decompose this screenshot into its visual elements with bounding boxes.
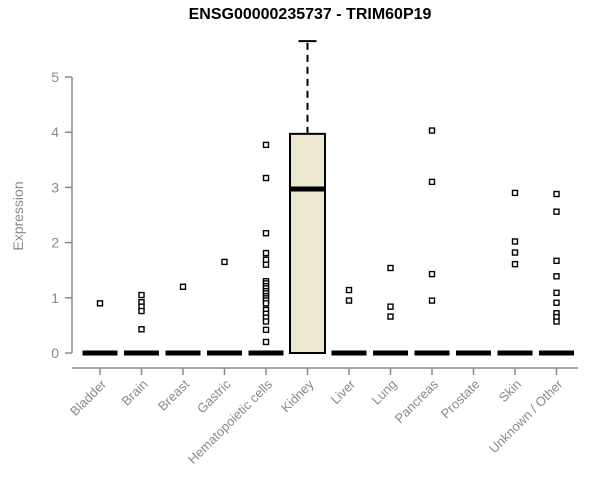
outlier-point-unknown-other [553,208,560,215]
outlier-point-hematopoietic-cells [262,249,270,257]
outlier-point-breast [179,283,187,290]
x-category-label-bladder: Bladder [67,376,110,419]
outlier-point-skin [511,238,519,245]
x-category-label-brain: Brain [119,377,151,409]
outlier-point-pancreas [428,297,436,304]
outlier-point-skin [511,249,519,256]
outlier-point-hematopoietic-cells [262,256,270,263]
y-tick-label: 1 [51,290,59,306]
outlier-point-liver [345,297,353,304]
y-tick-label: 3 [51,179,59,195]
outlier-point-pancreas [428,127,436,134]
y-axis-label: Expression [10,181,26,251]
outlier-point-gastric [221,258,228,266]
x-category-label-kidney: Kidney [278,376,317,415]
outlier-point-hematopoietic-cells [262,338,270,346]
outlier-point-skin [511,260,519,268]
x-category-label-lung: Lung [369,377,400,408]
outlier-point-pancreas [428,270,436,278]
chart-title: ENSG00000235737 - TRIM60P19 [188,6,432,23]
outlier-point-hematopoietic-cells [262,326,270,334]
x-category-label-unknown-other: Unknown / Other [486,376,566,456]
outlier-point-liver [345,286,353,294]
x-category-label-liver: Liver [328,376,359,407]
outlier-point-bladder [96,300,104,307]
outlier-point-unknown-other [553,273,560,280]
x-category-label-breast: Breast [155,376,192,413]
x-category-label-skin: Skin [496,377,524,405]
y-tick-label: 2 [51,235,59,251]
outlier-point-hematopoietic-cells [262,174,270,182]
x-category-label-pancreas: Pancreas [392,376,442,426]
outlier-point-pancreas [428,178,436,186]
outlier-point-lung [387,313,394,320]
outlier-point-hematopoietic-cells [262,318,270,325]
y-tick-label: 4 [51,124,59,140]
outlier-point-unknown-other [553,318,560,325]
outlier-point-hematopoietic-cells [262,230,270,237]
y-tick-label: 5 [51,69,59,85]
outlier-point-lung [387,264,394,272]
outlier-point-lung [387,303,394,310]
outlier-point-unknown-other [553,299,560,306]
box-kidney [289,132,326,354]
outlier-point-hematopoietic-cells [262,141,270,149]
outlier-point-brain [138,326,145,333]
outlier-point-unknown-other [553,257,560,265]
outlier-point-hematopoietic-cells [262,300,270,307]
outlier-point-unknown-other [553,289,560,297]
y-tick-label: 0 [51,345,59,361]
x-category-label-prostate: Prostate [438,377,483,422]
outlier-point-unknown-other [553,190,560,198]
x-category-label-gastric: Gastric [194,376,234,416]
outlier-point-brain [138,291,145,299]
outlier-point-brain [138,307,145,315]
outlier-point-hematopoietic-cells [262,261,270,268]
outlier-point-skin [511,189,519,197]
